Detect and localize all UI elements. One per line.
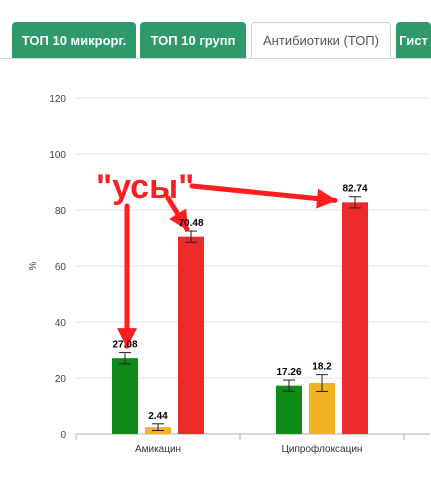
axes: 0 20 40 60 80 100 120% Амикацин Ципрофлоксацин	[28, 94, 430, 455]
y-tick-label: 0	[60, 430, 66, 441]
annotation-arrow	[165, 195, 190, 232]
annotation-arrow	[189, 183, 338, 209]
y-axis-title: %	[28, 261, 39, 270]
tab-top10-microorganisms[interactable]: ТОП 10 микрорг.	[12, 22, 136, 58]
y-tick-label: 120	[49, 94, 66, 105]
data-label: 18.2	[312, 362, 332, 373]
tab-hist[interactable]: Гист	[396, 22, 431, 58]
y-tick-label: 60	[55, 262, 67, 273]
data-label: 27.08	[112, 340, 137, 351]
grid-lines	[76, 97, 430, 379]
antibiotics-bar-chart: 0 20 40 60 80 100 120% Амикацин Ципрофлоксацин "…	[28, 94, 430, 455]
bar	[178, 236, 204, 434]
tab-top10-groups[interactable]: ТОП 10 групп	[140, 22, 246, 58]
annotation: "усы"	[95, 167, 338, 349]
bar	[112, 358, 138, 434]
annotation-label: "усы"	[96, 168, 194, 206]
data-label: 82.74	[342, 184, 367, 195]
data-labels: 27.08 17.26 2.44 18.2 70.48 82.74	[112, 184, 367, 422]
tab-antibiotics-top[interactable]: Антибиотики (ТОП)	[251, 22, 391, 58]
data-label: 17.26	[276, 367, 301, 378]
y-tick-label: 100	[49, 150, 66, 161]
x-category-label: Амикацин	[135, 444, 181, 455]
bar	[342, 202, 368, 434]
tab-bar: ТОП 10 микрорг. ТОП 10 групп Антибиотики…	[0, 0, 431, 60]
data-label: 2.44	[148, 411, 168, 422]
y-tick-label: 20	[55, 374, 67, 385]
x-category-label: Ципрофлоксацин	[282, 443, 363, 455]
data-label: 70.48	[178, 218, 203, 229]
bars	[112, 196, 368, 434]
y-tick-label: 40	[55, 318, 67, 329]
tab-divider	[0, 58, 431, 59]
bar	[276, 385, 302, 434]
y-tick-label: 80	[55, 206, 67, 217]
